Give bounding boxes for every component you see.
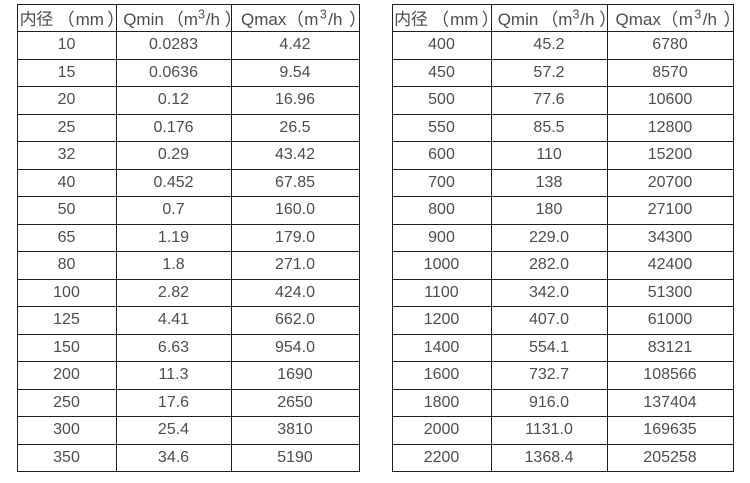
svg-text:3: 3 (198, 8, 205, 22)
svg-text:mm: mm (450, 10, 478, 29)
svg-text:Qmin: Qmin (123, 10, 164, 29)
svg-text:m: m (304, 10, 318, 29)
svg-text:Qmax: Qmax (241, 10, 287, 29)
svg-text:/h: /h (580, 10, 594, 29)
svg-text:/h: /h (328, 10, 342, 29)
svg-text:/h: /h (703, 10, 717, 29)
svg-text:mm: mm (76, 10, 104, 29)
svg-text:m: m (679, 10, 693, 29)
svg-text:/h: /h (206, 10, 220, 29)
svg-text:m: m (184, 10, 198, 29)
svg-text:3: 3 (320, 8, 327, 22)
svg-text:3: 3 (572, 8, 579, 22)
svg-text:m: m (558, 10, 572, 29)
svg-text:Qmax: Qmax (616, 10, 662, 29)
svg-text:Qmin: Qmin (498, 10, 539, 29)
svg-text:3: 3 (694, 8, 701, 22)
